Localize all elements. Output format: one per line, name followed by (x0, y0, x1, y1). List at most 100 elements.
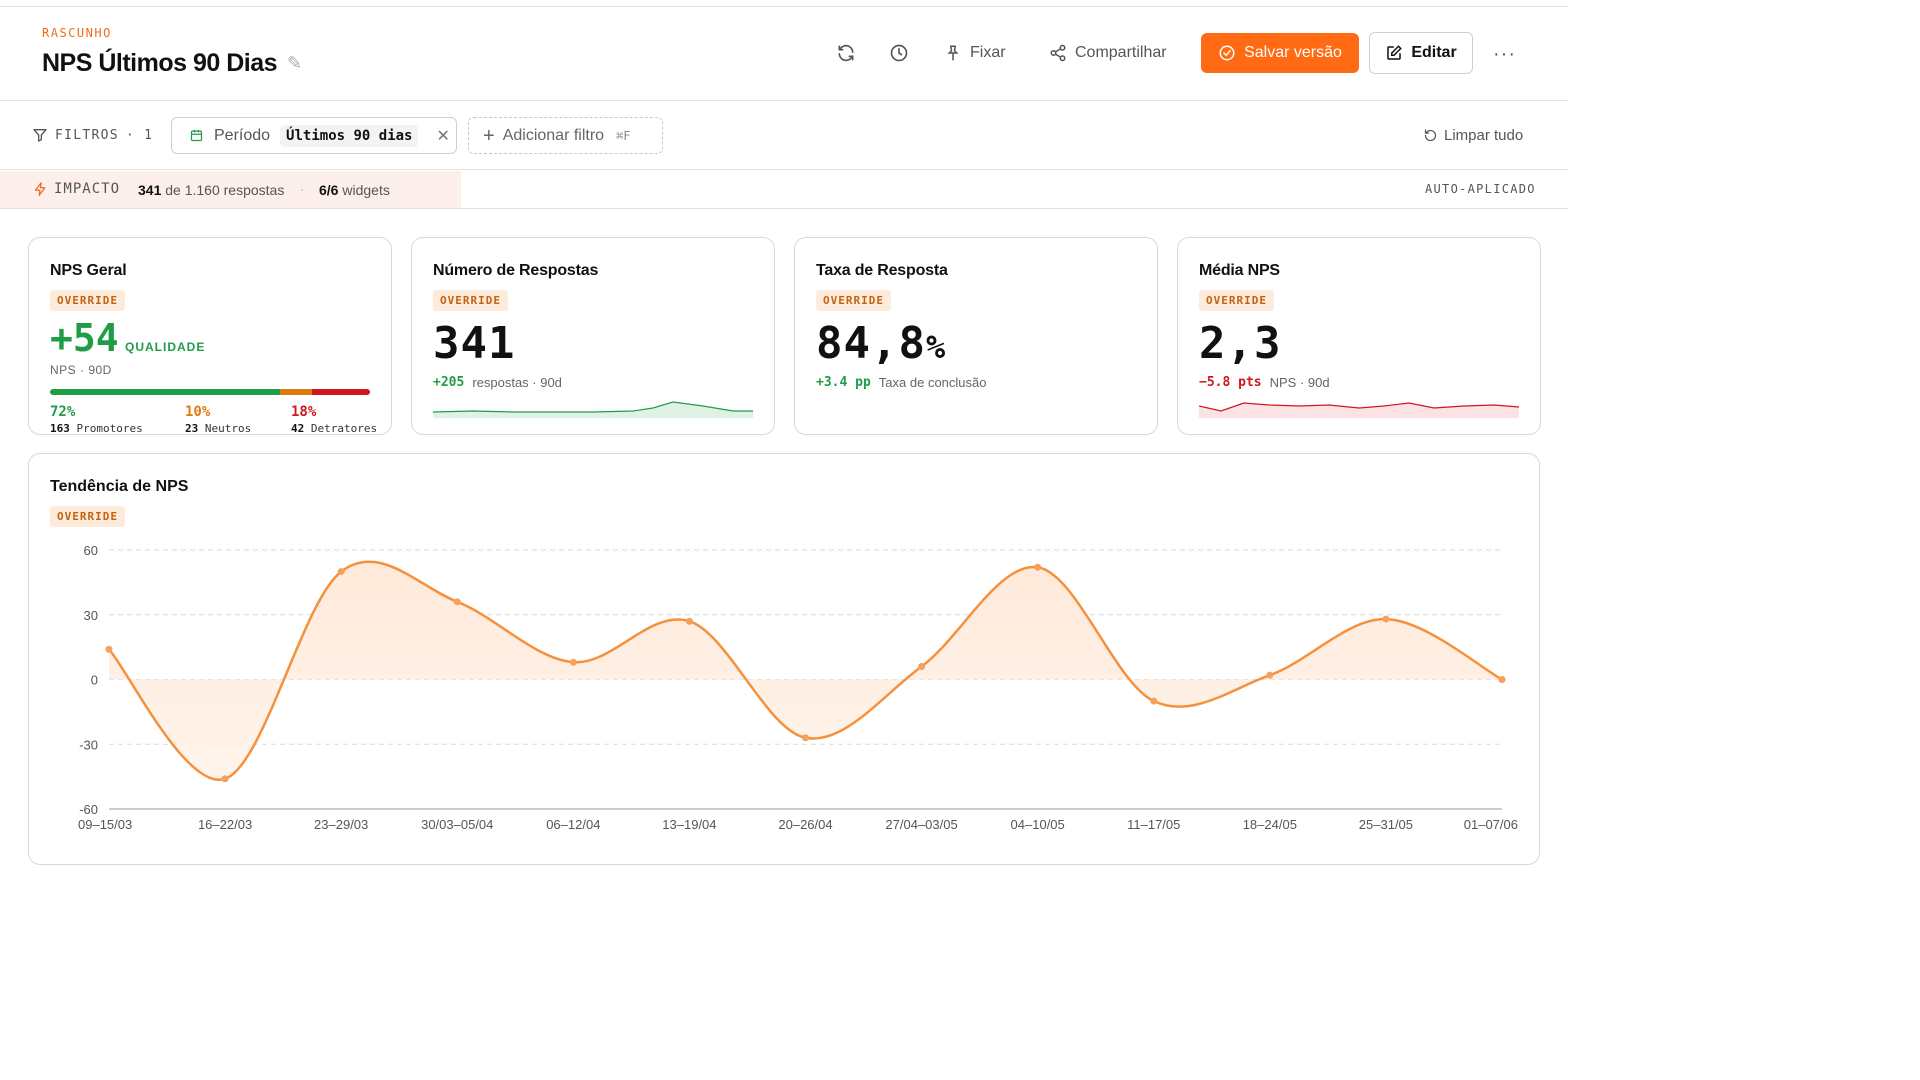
override-badge: OVERRIDE (433, 290, 508, 311)
period-chip-label: Período (214, 126, 271, 144)
series-line (108, 560, 1503, 781)
promoters-label: Promotores (76, 422, 143, 435)
chart-title: Tendência de NPS (50, 478, 189, 495)
card-title: Média NPS (1199, 262, 1280, 279)
remove-filter-close-icon[interactable]: ✕ (436, 127, 450, 145)
impact-bar: IMPACTO 341 de 1.160 respostas · 6/6 wid… (0, 171, 461, 209)
filters-count: · 1 (125, 127, 154, 143)
quality-label: QUALIDADE (125, 340, 206, 354)
x-tick-label: 16–22/03 (198, 817, 252, 832)
impact-label-group: IMPACTO (33, 181, 120, 197)
x-tick-label: 11–17/05 (1127, 817, 1180, 832)
detractors-stat: 18% 42 Detratores (291, 404, 378, 435)
neutrals-segment (280, 389, 313, 395)
responses-delta-text: respostas · 90d (472, 375, 562, 390)
detractors-pct: 18% (291, 404, 317, 420)
plus-icon: + (483, 124, 495, 147)
avg-delta-text: NPS · 90d (1269, 375, 1330, 390)
response-rate-value: 84,8% (816, 318, 946, 369)
data-point (1266, 671, 1274, 679)
pin-label: Fixar (970, 44, 1006, 61)
responses-value: 341 (433, 318, 516, 369)
pin-button[interactable]: Fixar (944, 35, 1006, 71)
card-title: Taxa de Resposta (816, 262, 948, 279)
response-rate-card[interactable]: Taxa de Resposta OVERRIDE 84,8% +3.4 pp … (794, 237, 1158, 435)
page-title-text: NPS Últimos 90 Dias (42, 49, 278, 77)
add-filter-button[interactable]: + Adicionar filtro ⌘F (468, 117, 663, 154)
impact-widgets-shown: 6/6 (319, 182, 339, 198)
auto-applied-label: AUTO-APLICADO (1425, 182, 1536, 196)
avg-delta-value: −5.8 pts (1199, 375, 1262, 390)
add-filter-label: Adicionar filtro (502, 126, 605, 144)
x-tick-label: 18–24/05 (1243, 817, 1297, 832)
x-tick-label: 23–29/03 (314, 817, 368, 832)
impact-responses: 341 de 1.160 respostas (138, 182, 284, 198)
impact-divider (0, 208, 1568, 209)
impact-label: IMPACTO (54, 181, 121, 197)
neutrals-pct: 10% (185, 404, 211, 420)
promoters-pct: 72% (50, 404, 76, 420)
impact-responses-shown: 341 (138, 182, 162, 198)
more-options-icon[interactable]: ··· (1493, 43, 1516, 65)
nps-average-value: 2,3 (1199, 318, 1282, 369)
series-area (109, 561, 1502, 780)
save-version-button[interactable]: Salvar versão (1201, 33, 1359, 73)
y-tick-label: -30 (79, 737, 98, 752)
responses-delta: +205 respostas · 90d (433, 375, 562, 390)
clear-all-button[interactable]: Limpar tudo (1423, 127, 1523, 144)
x-tick-label: 06–12/04 (546, 817, 600, 832)
nps-subtext: NPS · 90D (50, 363, 112, 377)
override-badge: OVERRIDE (50, 290, 125, 311)
card-title: NPS Geral (50, 262, 127, 279)
x-tick-label: 20–26/04 (778, 817, 832, 832)
data-point (221, 775, 229, 783)
data-point (1382, 615, 1390, 623)
period-chip-value: Últimos 90 dias (280, 124, 419, 147)
rate-delta: +3.4 pp Taxa de conclusão (816, 375, 986, 390)
data-point (105, 645, 113, 653)
data-point (1034, 563, 1042, 571)
nps-overall-card[interactable]: NPS Geral OVERRIDE +54 QUALIDADE NPS · 9… (28, 237, 392, 435)
responses-card[interactable]: Número de Respostas OVERRIDE 341 +205 re… (411, 237, 775, 435)
period-filter-chip[interactable]: Período Últimos 90 dias ✕ (171, 117, 457, 154)
x-tick-label: 01–07/06 (1464, 817, 1518, 832)
y-tick-label: -60 (79, 802, 98, 817)
edit-title-pencil-icon[interactable]: ✎ (287, 53, 302, 73)
refresh-button[interactable] (836, 35, 856, 71)
promoters-segment (50, 389, 281, 395)
x-tick-label: 30/03–05/04 (421, 817, 493, 832)
page-title: NPS Últimos 90 Dias ✎ (42, 49, 302, 78)
nps-average-card[interactable]: Média NPS OVERRIDE 2,3 −5.8 pts NPS · 90… (1177, 237, 1541, 435)
calendar-icon (190, 129, 203, 142)
page-header: RASCUNHO NPS Últimos 90 Dias ✎ Fixar Com… (0, 7, 1568, 101)
impact-widgets-rest: widgets (342, 182, 390, 198)
x-tick-label: 13–19/04 (662, 817, 716, 832)
detractors-label: Detratores (310, 422, 378, 435)
nps-value: +54 (50, 316, 119, 360)
x-tick-label: 09–15/03 (78, 817, 132, 832)
impact-widgets: 6/6 widgets (319, 182, 390, 198)
data-point (1498, 676, 1506, 683)
share-icon (1050, 44, 1066, 62)
data-point (918, 663, 926, 671)
y-tick-label: 0 (91, 673, 98, 688)
refresh-icon (838, 44, 854, 62)
impact-responses-rest: de 1.160 respostas (165, 182, 285, 198)
response-rate-unit: % (925, 328, 947, 366)
rate-delta-value: +3.4 pp (816, 375, 871, 390)
filter-bar: FILTROS · 1 Período Últimos 90 dias ✕ + … (0, 101, 1568, 170)
nps-trend-card: 60 30 0 -30 -60 09–15/03 16–22/03 23–29/03 30/03… (28, 453, 1540, 865)
edit-button[interactable]: Editar (1369, 32, 1473, 74)
avg-sparkline (1199, 402, 1519, 418)
share-button[interactable]: Compartilhar (1049, 35, 1167, 71)
data-point (685, 617, 693, 625)
history-button[interactable] (889, 35, 909, 71)
detractors-segment (312, 389, 370, 395)
override-badge: OVERRIDE (1199, 290, 1274, 311)
nps-distribution-bar (50, 389, 370, 395)
rate-delta-text: Taxa de conclusão (878, 375, 987, 390)
data-point (337, 568, 345, 576)
card-title: Número de Respostas (433, 262, 599, 279)
x-tick-label: 25–31/05 (1359, 817, 1413, 832)
